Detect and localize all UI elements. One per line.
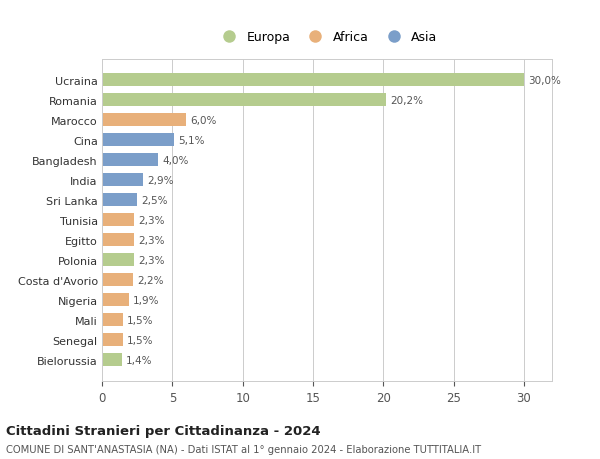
Text: 2,2%: 2,2% — [137, 275, 164, 285]
Text: 1,4%: 1,4% — [126, 355, 152, 365]
Text: COMUNE DI SANT'ANASTASIA (NA) - Dati ISTAT al 1° gennaio 2024 - Elaborazione TUT: COMUNE DI SANT'ANASTASIA (NA) - Dati IST… — [6, 444, 481, 454]
Text: 2,3%: 2,3% — [139, 255, 165, 265]
Text: 2,3%: 2,3% — [139, 215, 165, 225]
Text: 6,0%: 6,0% — [191, 116, 217, 126]
Bar — [102, 94, 386, 107]
Bar — [102, 134, 174, 147]
Bar — [102, 174, 143, 187]
Bar — [102, 114, 187, 127]
Legend: Europa, Africa, Asia: Europa, Africa, Asia — [213, 28, 441, 48]
Bar — [102, 274, 133, 286]
Bar — [102, 334, 123, 347]
Text: 1,5%: 1,5% — [127, 315, 154, 325]
Bar — [102, 214, 134, 227]
Text: 2,9%: 2,9% — [147, 175, 173, 185]
Text: 1,9%: 1,9% — [133, 295, 160, 305]
Bar — [102, 313, 123, 326]
Text: 1,5%: 1,5% — [127, 335, 154, 345]
Text: 4,0%: 4,0% — [163, 156, 189, 166]
Text: 20,2%: 20,2% — [390, 96, 423, 106]
Bar — [102, 234, 134, 247]
Bar — [102, 294, 129, 307]
Text: 2,3%: 2,3% — [139, 235, 165, 245]
Bar — [102, 194, 137, 207]
Text: 5,1%: 5,1% — [178, 135, 205, 146]
Text: Cittadini Stranieri per Cittadinanza - 2024: Cittadini Stranieri per Cittadinanza - 2… — [6, 425, 320, 437]
Text: 30,0%: 30,0% — [528, 76, 561, 86]
Bar — [102, 74, 524, 87]
Bar — [102, 254, 134, 267]
Bar — [102, 353, 122, 366]
Bar — [102, 154, 158, 167]
Text: 2,5%: 2,5% — [142, 196, 168, 205]
